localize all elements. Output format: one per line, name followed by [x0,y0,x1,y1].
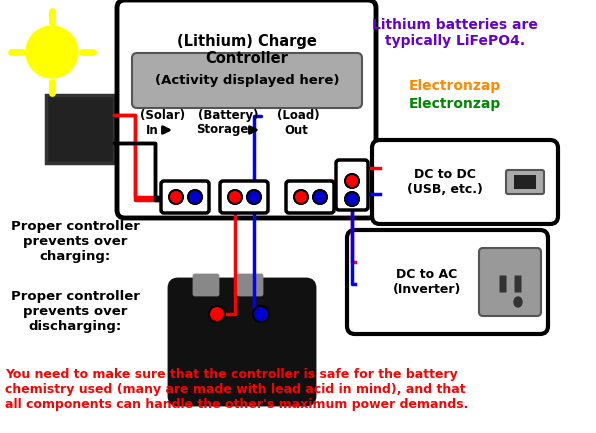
Circle shape [169,190,183,204]
Ellipse shape [514,297,522,307]
FancyBboxPatch shape [499,275,507,293]
Text: DC to DC
(USB, etc.): DC to DC (USB, etc.) [407,168,483,196]
FancyBboxPatch shape [132,53,362,108]
Circle shape [345,174,359,188]
Text: Electronzap: Electronzap [409,79,501,93]
Circle shape [247,190,261,204]
Text: Lithium batteries are
typically LiFePO4.: Lithium batteries are typically LiFePO4. [372,18,538,48]
Text: Electronzap: Electronzap [409,97,501,111]
FancyBboxPatch shape [286,181,334,213]
Text: Storage: Storage [196,123,248,136]
FancyBboxPatch shape [220,181,268,213]
FancyBboxPatch shape [514,175,536,189]
Text: (Solar): (Solar) [141,110,185,123]
Text: Out: Out [284,123,308,136]
FancyBboxPatch shape [336,160,368,210]
Text: DC to AC
(Inverter): DC to AC (Inverter) [393,268,461,296]
FancyBboxPatch shape [372,140,558,224]
FancyBboxPatch shape [170,280,314,404]
Circle shape [188,190,202,204]
Text: You need to make sure that the controller is safe for the battery
chemistry used: You need to make sure that the controlle… [5,368,468,411]
Circle shape [209,306,225,322]
Circle shape [253,306,269,322]
Text: (Load): (Load) [277,110,319,123]
Circle shape [228,190,242,204]
FancyBboxPatch shape [479,248,541,316]
FancyBboxPatch shape [347,230,548,334]
Text: (Battery): (Battery) [198,110,258,123]
Circle shape [345,192,359,206]
FancyBboxPatch shape [506,170,544,194]
FancyBboxPatch shape [117,0,376,218]
FancyBboxPatch shape [46,95,114,163]
FancyBboxPatch shape [238,275,262,295]
Circle shape [294,190,308,204]
Text: Proper controller
prevents over
discharging:: Proper controller prevents over discharg… [11,290,139,333]
Text: In: In [145,123,159,136]
Text: Proper controller
prevents over
charging:: Proper controller prevents over charging… [11,220,139,263]
Circle shape [26,26,78,78]
FancyBboxPatch shape [161,181,209,213]
FancyBboxPatch shape [194,275,218,295]
Text: (Activity displayed here): (Activity displayed here) [155,74,339,87]
FancyBboxPatch shape [514,275,522,293]
Circle shape [313,190,327,204]
Text: (Lithium) Charge
Controller: (Lithium) Charge Controller [176,34,316,66]
